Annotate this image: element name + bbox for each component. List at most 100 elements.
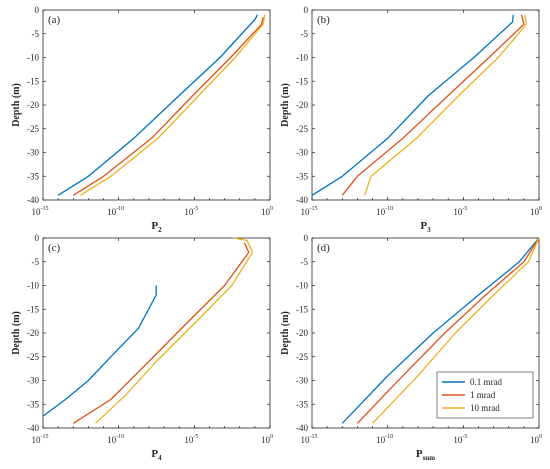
y-tick-label: -15: [296, 76, 308, 86]
x-tick-exponent: -10: [116, 434, 124, 440]
x-tick-label: 10-15: [301, 434, 318, 445]
x-axis-label: P4: [151, 448, 162, 462]
x-tick-exponent: -15: [41, 206, 49, 212]
y-tick-label: -15: [27, 76, 39, 86]
x-tick-base: 10: [107, 435, 117, 445]
x-tick-base: 10: [530, 435, 540, 445]
x-tick-exponent: -15: [310, 434, 318, 440]
x-tick-label: 10-10: [376, 434, 393, 445]
y-tick-label: -10: [296, 53, 308, 63]
x-axis-label-main: P: [416, 448, 423, 460]
x-axis-label-main: P: [420, 220, 427, 232]
panel-label: (d): [317, 242, 330, 254]
y-tick-label: -5: [32, 29, 40, 39]
y-tick-label: -20: [296, 328, 308, 338]
x-tick-label: 10-5: [453, 206, 467, 217]
x-tick-exponent: 0: [270, 434, 273, 440]
x-tick-base: 10: [32, 435, 42, 445]
x-tick-label: 10-15: [32, 434, 49, 445]
x-tick-exponent: -5: [462, 206, 467, 212]
x-tick-exponent: -5: [462, 434, 467, 440]
x-axis-label-main: P: [151, 220, 158, 232]
x-tick-label: 10-15: [32, 206, 49, 217]
x-tick-label: 100: [530, 206, 542, 217]
x-tick-exponent: 0: [539, 434, 542, 440]
x-axis-label: Psum: [416, 448, 435, 462]
y-tick-label: -30: [27, 148, 39, 158]
y-tick-label: -15: [296, 304, 308, 314]
x-tick-label: 10-5: [453, 434, 467, 445]
y-tick-label: -25: [27, 352, 39, 362]
legend-label-1: 0.1 mrad: [470, 377, 502, 387]
y-tick-label: -40: [296, 195, 308, 205]
x-tick-label: 10-15: [301, 206, 318, 217]
series-line-3: [80, 14, 266, 196]
x-tick-label: 10-10: [107, 206, 124, 217]
y-tick-label: -15: [27, 304, 39, 314]
x-tick-exponent: -10: [385, 434, 393, 440]
y-tick-label: -35: [296, 171, 308, 181]
y-tick-label: -35: [27, 399, 39, 409]
series-line-1: [311, 14, 514, 196]
x-tick-exponent: -10: [385, 206, 393, 212]
x-tick-label: 100: [261, 206, 273, 217]
axes-frame: [42, 9, 271, 201]
panel-label: (c): [48, 242, 61, 254]
y-tick-label: 0: [304, 5, 309, 15]
x-tick-base: 10: [376, 435, 386, 445]
y-tick-label: -5: [301, 29, 309, 39]
x-tick-label: 100: [530, 434, 542, 445]
series-line-1: [42, 285, 157, 417]
y-tick-label: 0: [304, 233, 309, 243]
y-axis-label: Depth (m): [280, 311, 291, 355]
axes-frame: [42, 237, 271, 429]
x-tick-base: 10: [261, 435, 271, 445]
x-axis-label-sub: 3: [427, 226, 431, 234]
y-axis-label: Depth (m): [11, 83, 22, 127]
y-tick-label: -5: [301, 257, 309, 267]
y-tick-label: -20: [27, 328, 39, 338]
x-tick-exponent: -10: [116, 206, 124, 212]
series-line-1: [57, 14, 259, 196]
y-tick-label: -25: [27, 124, 39, 134]
x-tick-exponent: -5: [193, 434, 198, 440]
y-tick-label: -30: [296, 148, 308, 158]
series-line-2: [356, 237, 540, 424]
x-tick-exponent: -5: [193, 206, 198, 212]
y-tick-label: 0: [35, 5, 40, 15]
x-axis-label-sub: sum: [423, 454, 436, 462]
x-tick-base: 10: [376, 207, 386, 217]
y-tick-label: -25: [296, 124, 308, 134]
x-tick-exponent: -15: [41, 434, 49, 440]
x-axis-label: P3: [420, 220, 431, 234]
y-tick-label: -10: [27, 281, 39, 291]
x-axis-label: P2: [151, 220, 162, 234]
x-tick-base: 10: [107, 207, 117, 217]
x-tick-base: 10: [453, 435, 463, 445]
x-tick-base: 10: [301, 435, 311, 445]
y-tick-label: -40: [27, 423, 39, 433]
series-line-3: [95, 237, 254, 424]
series-line-2: [72, 16, 264, 196]
x-tick-exponent: 0: [270, 206, 273, 212]
x-tick-exponent: -15: [310, 206, 318, 212]
legend-label-3: 10 mrad: [470, 403, 500, 413]
panel-label: (b): [317, 14, 330, 26]
x-tick-base: 10: [453, 207, 463, 217]
series-line-3: [363, 14, 528, 196]
x-axis-label-main: P: [151, 448, 158, 460]
y-tick-label: -30: [27, 376, 39, 386]
legend-label-2: 1 mrad: [470, 390, 496, 400]
x-tick-label: 10-10: [376, 206, 393, 217]
axes-frame: [311, 9, 540, 201]
x-axis-label-sub: 2: [158, 226, 162, 234]
x-tick-base: 10: [32, 207, 42, 217]
series-line-2: [341, 14, 525, 196]
x-tick-exponent: 0: [539, 206, 542, 212]
y-tick-label: -35: [27, 171, 39, 181]
